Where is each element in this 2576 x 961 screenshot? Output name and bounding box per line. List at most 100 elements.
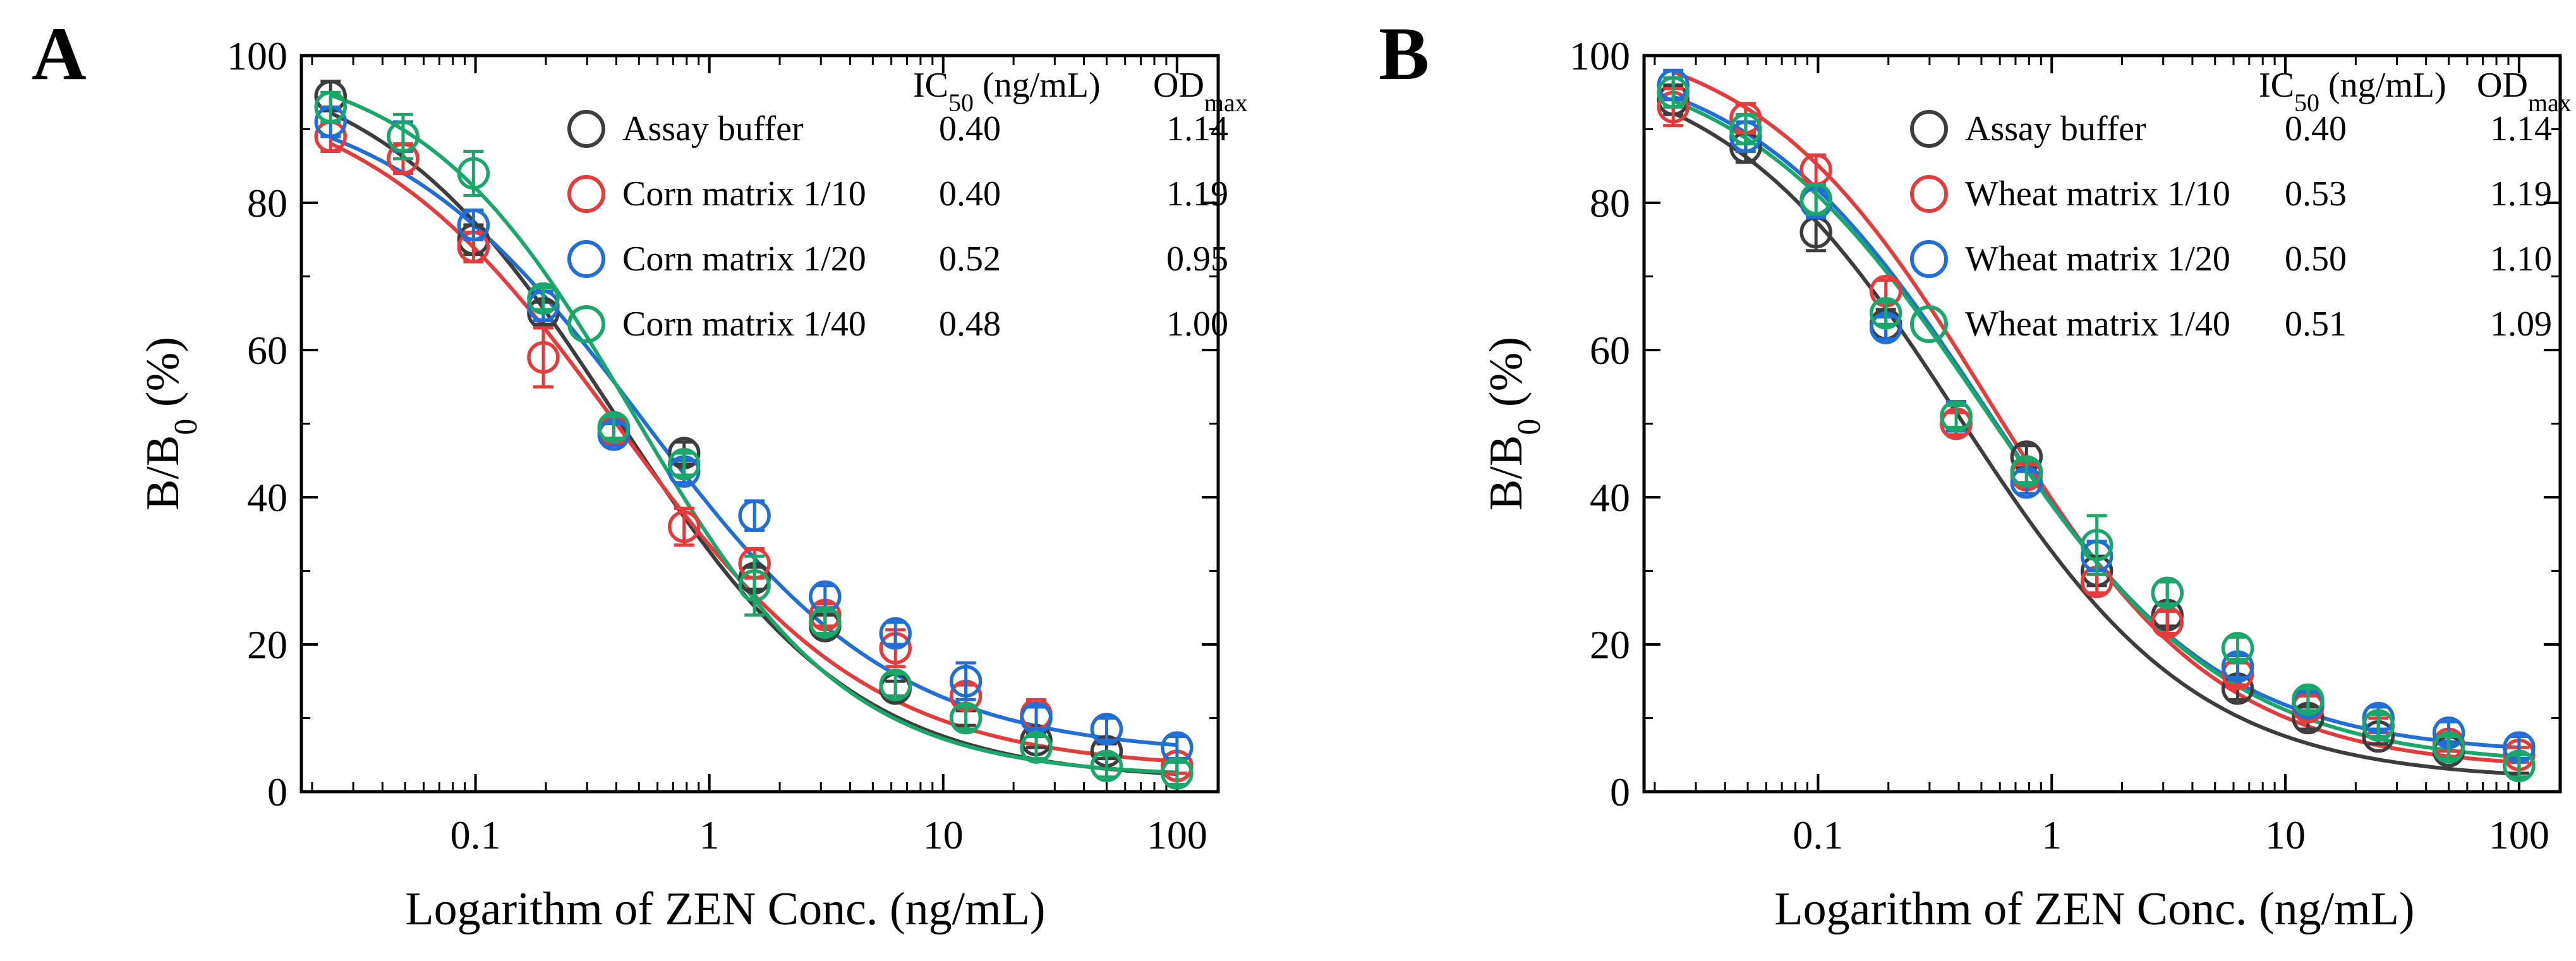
data-point-series-4 (2432, 731, 2465, 764)
x-tick-label: 0.1 (1793, 813, 1843, 857)
y-axis-title-subscript: 0 (1511, 419, 1547, 435)
legend-header-ic50: IC50 (ng/mL) (2259, 66, 2446, 117)
legend-odmax-value: 1.14 (2490, 109, 2552, 148)
chart-panel-a: A 0 20 40 60 80 100 0.1 1 10 100 Logarithm of ZEN C… (32, 11, 1248, 935)
y-tick-label: 60 (247, 328, 287, 373)
data-point-series-4 (809, 606, 842, 639)
y-tick-label: 40 (1590, 475, 1630, 520)
panel-label: B (1379, 11, 1429, 95)
x-tick-label: 1 (699, 813, 720, 857)
legend-ic50-value: 0.48 (939, 305, 1001, 344)
data-point-series-4 (2362, 709, 2395, 742)
legend-marker-series-1 (567, 110, 605, 148)
legend-ic50-value: 0.52 (939, 239, 1001, 279)
y-axis-title-tail: (%) (1480, 337, 1532, 418)
y-axis-title: B/B0 (%) (1480, 337, 1547, 511)
legend-marker-series-2 (567, 175, 605, 213)
x-tick-label: 10 (2265, 813, 2306, 857)
legend-ic50-value: 0.40 (2285, 109, 2347, 148)
y-axis-title-subscript: 0 (168, 419, 204, 435)
legend-header-ic50-tail: (ng/mL) (974, 66, 1101, 105)
legend-odmax-value: 1.00 (1166, 305, 1228, 344)
data-point-series-4 (1799, 183, 1832, 215)
legend-series-name: Corn matrix 1/40 (622, 305, 866, 344)
data-point-series-3 (457, 209, 490, 241)
data-point-series-3 (1090, 713, 1123, 746)
chart-panel-b: B 0 20 40 60 80 100 0.1 1 10 100 Logarithm of ZEN C… (1379, 11, 2572, 935)
y-axis-title: B/B0 (%) (137, 337, 204, 511)
data-point-series-4 (2151, 576, 2184, 610)
legend-header-od-sub: max (2528, 88, 2572, 117)
data-point-series-4 (949, 701, 983, 735)
y-tick-label: 80 (247, 181, 287, 226)
legend-series-name: Assay buffer (1965, 109, 2146, 148)
data-point-series-4 (2292, 683, 2325, 716)
legend-series-name: Assay buffer (622, 109, 804, 148)
x-tick-label: 100 (1147, 813, 1207, 857)
data-point-series-4 (1161, 757, 1194, 790)
data-point-series-3 (949, 665, 983, 698)
legend-header-ic50-main: IC (2259, 66, 2294, 105)
x-tick-label: 1 (2041, 813, 2062, 857)
y-tick-label: 0 (267, 770, 287, 814)
legend-odmax-value: 1.10 (2490, 239, 2552, 279)
y-axis-title-main: B/B (1480, 435, 1532, 511)
x-tick-label: 10 (923, 813, 964, 857)
data-point-series-4 (1729, 112, 1762, 146)
data-point-series-4 (667, 447, 701, 481)
legend-header-odmax: ODmax (1153, 66, 1248, 117)
legend-header-ic50-sub: 50 (2294, 88, 2319, 117)
legend-odmax-value: 1.19 (2490, 174, 2552, 214)
legend-ic50-value: 0.51 (2285, 305, 2347, 344)
data-point-series-4 (2010, 455, 2043, 488)
legend-header-od-sub: max (1204, 88, 1248, 117)
legend-marker-series-2 (1910, 175, 1948, 213)
data-point-series-4 (527, 282, 560, 315)
legend-header-odmax: ODmax (2477, 66, 2572, 117)
data-point-series-4 (2221, 632, 2254, 665)
legend-marker-series-4 (1910, 305, 1948, 343)
data-point-series-4 (457, 157, 490, 190)
y-tick-label: 0 (1610, 770, 1630, 814)
x-tick-label: 0.1 (450, 813, 501, 857)
data-point-series-4 (1020, 731, 1053, 764)
data-point-series-4 (738, 569, 771, 602)
legend-series-name: Corn matrix 1/10 (622, 174, 866, 214)
data-point-series-4 (314, 90, 347, 124)
data-point-series-4 (879, 668, 912, 701)
data-point-series-4 (1657, 76, 1690, 109)
legend-odmax-value: 1.09 (2490, 305, 2552, 344)
y-axis-title-main: B/B (137, 435, 189, 511)
legend-ic50-value: 0.53 (2285, 174, 2347, 214)
legend-ic50-value: 0.50 (2285, 239, 2347, 279)
data-point-series-4 (387, 120, 420, 153)
legend-header-ic50-sub: 50 (948, 88, 974, 117)
x-axis-title: Logarithm of ZEN Conc. (ng/mL) (405, 883, 1045, 935)
legend-series-name: Wheat matrix 1/20 (1965, 239, 2230, 279)
y-tick-label: 40 (247, 475, 287, 520)
legend-header-ic50-main: IC (913, 66, 948, 105)
legend-odmax-value: 1.14 (1166, 109, 1228, 148)
y-tick-label: 80 (1590, 181, 1630, 226)
legend-header-od-main: OD (1153, 66, 1204, 105)
legend-series-name: Wheat matrix 1/10 (1965, 174, 2230, 214)
data-point-series-4 (1090, 749, 1123, 782)
legend-series-name: Corn matrix 1/20 (622, 239, 866, 279)
y-tick-label: 20 (1590, 622, 1630, 667)
legend-odmax-value: 0.95 (1166, 239, 1228, 279)
data-point-series-4 (1940, 400, 1973, 433)
legend-ic50-value: 0.40 (939, 109, 1001, 148)
legend-series-name: Wheat matrix 1/40 (1965, 305, 2230, 344)
legend-header-od-main: OD (2477, 66, 2528, 105)
y-tick-label: 60 (1590, 328, 1630, 373)
data-point-series-4 (597, 411, 631, 444)
legend-odmax-value: 1.19 (1166, 174, 1228, 214)
data-point-series-2 (667, 510, 701, 543)
legend-marker-series-3 (567, 240, 605, 278)
data-point-series-4 (2503, 749, 2536, 782)
legend-marker-series-1 (1910, 110, 1948, 148)
data-point-series-2 (527, 341, 560, 374)
x-tick-label: 100 (2489, 813, 2549, 857)
